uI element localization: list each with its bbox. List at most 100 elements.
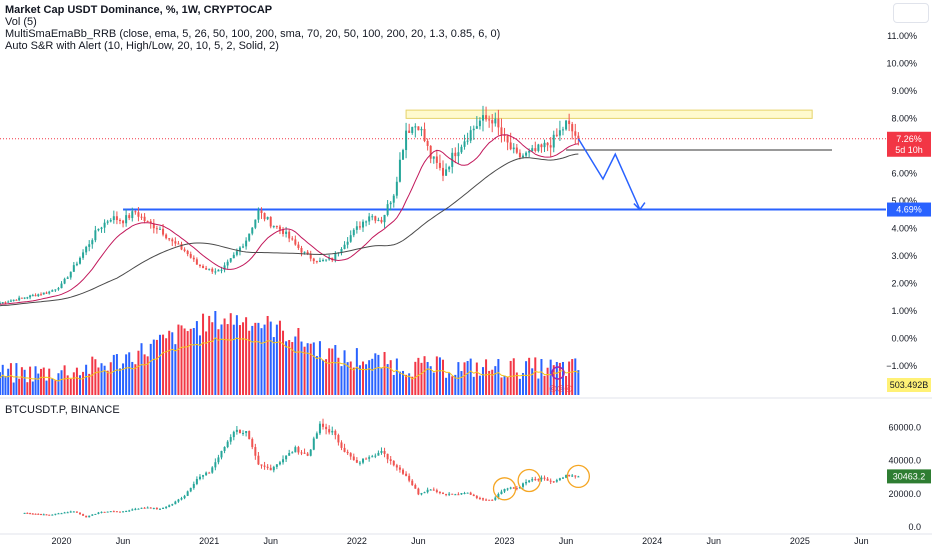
volume-bar [82, 371, 85, 395]
btc-candle-body [343, 447, 346, 452]
candle-body [549, 145, 552, 148]
candle-body [463, 141, 466, 147]
volume-bar [429, 366, 432, 395]
btc-candle-body [91, 514, 94, 516]
candle-body [165, 234, 168, 239]
btc-candle-body [398, 467, 401, 470]
btc-candle-body [223, 447, 226, 451]
volume-bar [202, 313, 205, 395]
btc-candle-body [491, 499, 494, 501]
volume-bar [494, 366, 497, 395]
volume-bar [451, 376, 454, 395]
btc-candle-body [568, 475, 571, 477]
candle-body [472, 128, 475, 131]
volume-bar [1, 364, 4, 395]
btc-highlight-circle [566, 464, 591, 489]
candle-body [20, 297, 23, 299]
volume-bar [134, 364, 137, 395]
volume-bar [325, 359, 328, 395]
candle-body [40, 294, 43, 296]
alert-icon [551, 366, 565, 380]
btc-candle-body [37, 513, 40, 515]
btc-candle-body [521, 483, 524, 487]
volume-bar [528, 357, 531, 395]
btc-candle-body [469, 492, 472, 495]
chart-menu-button[interactable] [893, 3, 929, 23]
volume-bar [371, 358, 374, 395]
volume-bar [509, 360, 512, 395]
volume-bar [248, 330, 251, 395]
candle-body [97, 228, 100, 231]
volume-bar [389, 360, 392, 395]
volume-bar [174, 344, 177, 395]
volume-bar [343, 350, 346, 395]
volume-bar [51, 378, 54, 395]
indicator-volume-label[interactable]: Vol (5) [5, 16, 37, 28]
btc-candle-body [208, 472, 211, 474]
volume-bar [445, 377, 448, 395]
indicator-ma-label[interactable]: MultiSmaEmaBb_RRB (close, ema, 5, 26, 50… [5, 28, 501, 40]
candle-body [75, 263, 78, 266]
candle-body [106, 221, 109, 223]
ma-slow-line [0, 153, 579, 307]
btc-candle-body [383, 450, 386, 454]
volume-bar [503, 375, 506, 395]
volume-bar [552, 365, 555, 395]
candle-body [518, 152, 521, 158]
indicator-sr-label[interactable]: Auto S&R with Alert (10, High/Low, 20, 1… [5, 40, 279, 52]
candle-body [118, 219, 121, 221]
volume-bar [115, 354, 118, 395]
volume-bar [251, 325, 254, 395]
volume-bar [263, 324, 266, 395]
volume-bar [9, 363, 12, 395]
candle-body [546, 142, 549, 146]
candle-body [460, 146, 463, 153]
btc-candle-body [100, 511, 103, 513]
candle-body [269, 217, 272, 227]
btc-candle-body [445, 493, 448, 495]
btc-candle-body [405, 473, 408, 476]
candle-body [266, 217, 269, 220]
candle-body [109, 220, 112, 222]
btc-candle-body [45, 514, 48, 516]
btc-candle-body [463, 492, 466, 494]
candle-body [23, 297, 26, 299]
chart-title: Market Cap USDT Dominance, %, 1W, CRYPTO… [5, 4, 273, 16]
price-tick-label: 0.00% [891, 334, 917, 344]
candle-body [389, 202, 392, 205]
btc-candle-body [355, 460, 358, 463]
btc-candle-body [515, 488, 518, 490]
btc-candle-body [245, 431, 248, 433]
price-tick-label: 4.00% [891, 224, 917, 234]
candle-body [383, 214, 386, 223]
candle-body [155, 228, 158, 230]
btc-candle-body [389, 459, 392, 461]
btc-candle-body [238, 429, 241, 434]
volume-bar [158, 334, 161, 395]
btc-candle-body [137, 508, 140, 510]
candle-body [485, 115, 488, 120]
candle-body [334, 253, 337, 261]
btc-candle-body [278, 462, 281, 465]
volume-bar [521, 372, 524, 395]
candle-body [506, 135, 509, 143]
candle-body [186, 250, 189, 255]
candle-body [306, 251, 309, 255]
volume-bar [242, 322, 245, 395]
candle-body [355, 226, 358, 230]
candle-body [174, 241, 177, 244]
volume-bar [155, 339, 158, 395]
btc-candle-body [340, 442, 343, 448]
btc-candle-body [377, 452, 380, 456]
volume-bar [109, 362, 112, 395]
btc-candle-body [26, 512, 29, 514]
volume-bar [297, 328, 300, 395]
candle-body [448, 166, 451, 170]
volume-overlay-glyphs: ◎◎◎ [549, 383, 573, 393]
candle-body [18, 297, 21, 301]
ma-fast-line [0, 134, 579, 305]
volume-bar [205, 331, 208, 395]
btc-candle-body [140, 507, 143, 509]
